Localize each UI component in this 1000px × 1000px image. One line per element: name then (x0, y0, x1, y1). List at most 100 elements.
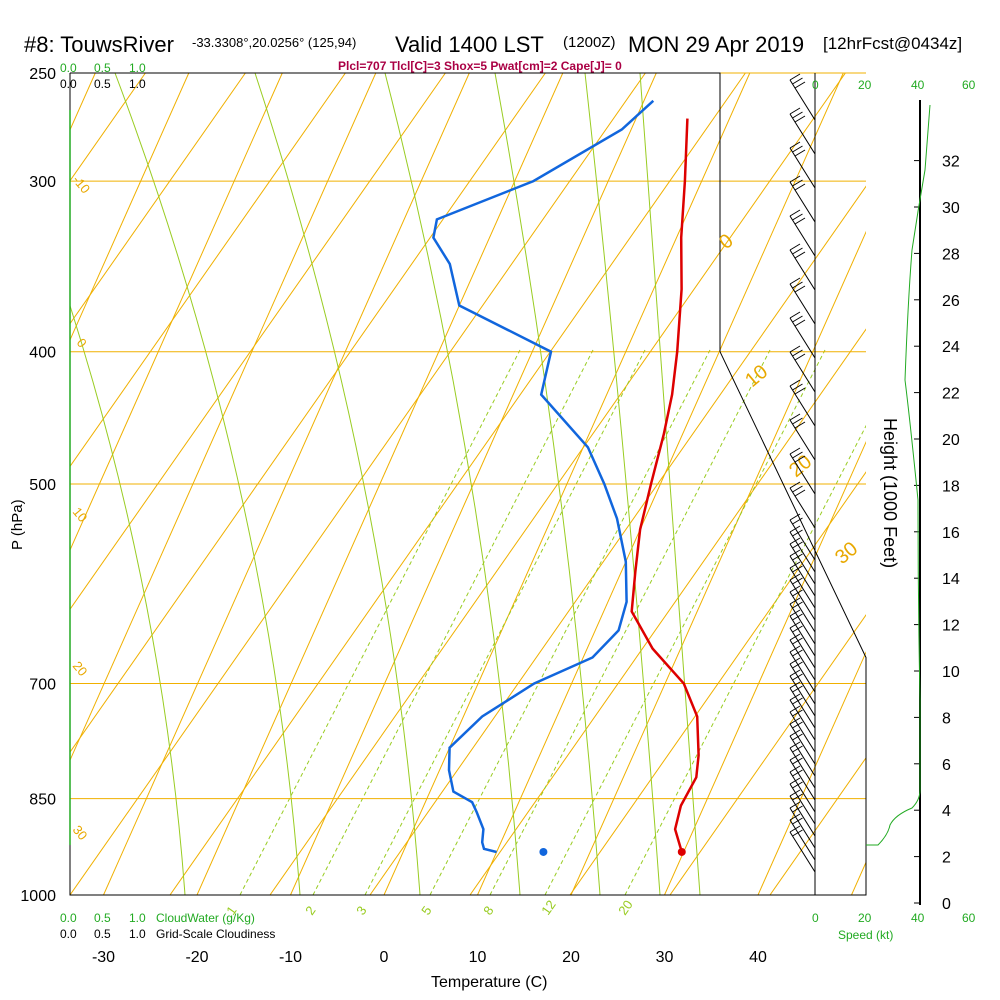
height-tick-label: 14 (942, 571, 960, 588)
cloud-bottom-black-1: 0.5 (94, 927, 111, 941)
height-tick-label: 32 (942, 154, 960, 171)
sounding-indices: Plcl=707 Tlcl[C]=3 Shox=5 Pwat[cm]=2 Cap… (338, 59, 622, 73)
wind-barb (789, 729, 816, 777)
valid-time: Valid 1400 LST (395, 32, 544, 57)
dry-adiabat-line (970, 73, 1000, 895)
wind-barb (789, 141, 816, 189)
isotherm-line (70, 73, 190, 342)
height-tick-label: 24 (942, 339, 960, 356)
temperature-tick-label: 30 (656, 949, 674, 966)
wind-barb (789, 585, 816, 633)
mixing-ratio-line (489, 349, 771, 895)
height-tick-label: 26 (942, 293, 960, 310)
wind-barb (789, 549, 816, 597)
wind-barb (789, 789, 816, 837)
pressure-tick-label: 1000 (20, 888, 56, 905)
wind-barb (789, 825, 816, 873)
wind-top-tick-1: 20 (858, 78, 872, 92)
cloudwater-label: CloudWater (g/Kg) (156, 911, 255, 925)
cloud-bottom-green-0: 0.0 (60, 911, 77, 925)
mixing-ratio-line (312, 349, 594, 895)
cloudiness-label: Grid-Scale Cloudiness (156, 927, 275, 941)
temperature-tick-label: -10 (279, 949, 302, 966)
cloud-bottom-black-0: 0.0 (60, 927, 77, 941)
wind-barb (789, 741, 816, 789)
wind-barb (789, 645, 816, 693)
dry-adiabat-label: 10 (741, 361, 772, 392)
dry-adiabat-line (70, 73, 246, 325)
mixing-ratio-label: 2 (302, 903, 318, 918)
surface-dewpoint-marker (539, 847, 548, 856)
cloud-top-black-0: 0.0 (60, 77, 77, 91)
temperature-tick-label: 0 (380, 949, 389, 966)
mixing-ratio-line (544, 349, 826, 895)
wind-barb (789, 413, 816, 461)
dry-adiabat-label: 30 (70, 822, 91, 843)
isotherm-line (851, 861, 866, 895)
wind-barb (789, 597, 816, 645)
wind-speed-label: Speed (kt) (838, 928, 893, 942)
wind-barb (789, 573, 816, 621)
pressure-tick-label: 300 (29, 174, 56, 191)
wind-barb (789, 525, 816, 573)
surface-temperature-marker (677, 847, 686, 856)
station-coords: -33.3308°,20.0256° (125,94) (192, 35, 356, 50)
dewpoint-curve (432, 99, 655, 854)
isotherm-line (757, 651, 866, 895)
mixing-ratio-label: 3 (353, 903, 369, 918)
wind-barb (789, 513, 816, 561)
wind-bottom-tick-2: 40 (911, 911, 925, 925)
temperature-tick-label: -30 (92, 949, 115, 966)
cloud-top-green-2: 1.0 (129, 61, 146, 75)
cloud-top-black-2: 1.0 (129, 77, 146, 91)
cloud-bottom-green-1: 0.5 (94, 911, 111, 925)
height-tick-label: 16 (942, 525, 960, 542)
dry-adiabat-label: 0 (715, 230, 738, 254)
dry-adiabat-label: 30 (831, 538, 862, 569)
plot-frame (69, 72, 867, 896)
height-tick-label: 0 (942, 896, 951, 913)
wind-barb (789, 813, 816, 861)
wind-barb (789, 379, 816, 427)
cloud-bottom-green-2: 1.0 (129, 911, 146, 925)
utc-time: (1200Z) (563, 34, 616, 51)
x-axis-title: Temperature (C) (431, 974, 547, 991)
height-tick-label: 22 (942, 386, 960, 403)
pressure-tick-label: 700 (29, 677, 56, 694)
mixing-ratio-label: 20 (615, 897, 636, 917)
wind-barb (789, 609, 816, 657)
wind-barbs (789, 73, 816, 873)
sounding-curves (432, 99, 700, 856)
mixing-ratio-label: 8 (480, 903, 496, 918)
dry-adiabat-label: 10 (70, 504, 91, 525)
height-tick-label: 20 (942, 432, 960, 449)
pressure-tick-label: 250 (29, 66, 56, 83)
wind-bottom-tick-0: 0 (812, 911, 819, 925)
wind-barb (789, 633, 816, 681)
wind-barb (789, 693, 816, 741)
wind-barb (789, 277, 816, 325)
pressure-tick-label: 850 (29, 792, 56, 809)
wind-barb (789, 777, 816, 825)
wind-barb (789, 345, 816, 393)
y-axis-title: P (hPa) (9, 499, 26, 550)
wind-barb (789, 753, 816, 801)
wind-barb (789, 311, 816, 359)
dry-adiabat-line (70, 73, 346, 468)
wind-barb (789, 705, 816, 753)
height-tick-label: 12 (942, 618, 960, 635)
wind-barb (789, 243, 816, 291)
height-tick-label: 8 (942, 710, 951, 727)
mixing-ratio-line (429, 349, 711, 895)
wind-barb (789, 681, 816, 729)
pressure-tick-label: 500 (29, 477, 56, 494)
mixing-ratio-line (624, 424, 866, 895)
cloud-bottom-black-2: 1.0 (129, 927, 146, 941)
wind-barb (789, 561, 816, 609)
mixing-ratio-label: 5 (418, 903, 434, 918)
wind-barb (789, 481, 816, 529)
wind-bottom-tick-1: 20 (858, 911, 872, 925)
wind-barb (789, 765, 816, 813)
